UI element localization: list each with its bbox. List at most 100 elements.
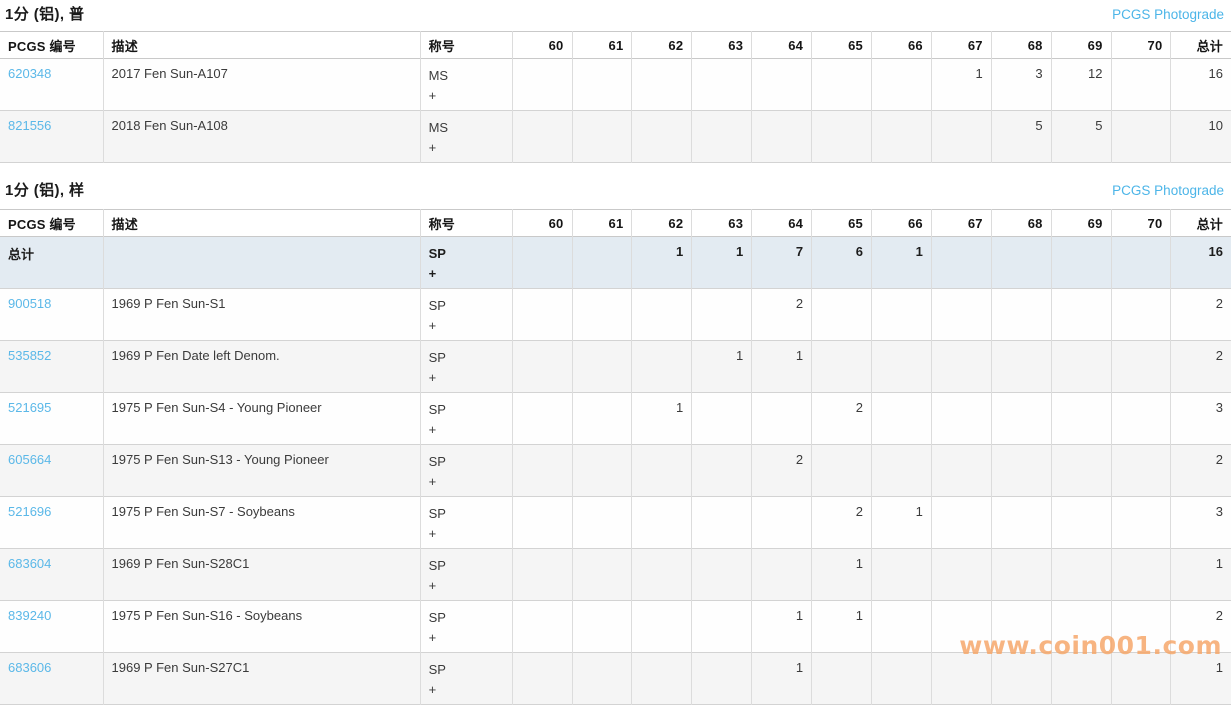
description-cell: 1969 P Fen Date left Denom.: [103, 340, 421, 393]
grade-count-cell: [931, 236, 992, 289]
designation-cell: SP +: [420, 652, 513, 705]
grade-count-cell: [871, 444, 932, 497]
pcgs-number-link[interactable]: 535852: [8, 348, 52, 363]
grade-count-cell: 5: [1051, 110, 1112, 163]
grade-count-cell: [572, 600, 633, 653]
grade-count-cell: 1: [751, 652, 813, 705]
grade-count-cell: [1111, 58, 1172, 111]
grade-count-cell: [631, 652, 693, 705]
grade-count-cell: [1111, 444, 1172, 497]
grade-count-cell: [811, 288, 872, 341]
grade-count-cell: [931, 340, 992, 393]
grade-count-cell: 2: [751, 444, 813, 497]
col-header-grade-63: 63: [691, 209, 753, 237]
grade-count-cell: [512, 652, 573, 705]
pcgs-photograde-link[interactable]: PCGS Photograde: [1112, 183, 1224, 198]
pcgs-number-link[interactable]: 620348: [8, 66, 52, 81]
row-total-cell: 2: [1215, 348, 1223, 363]
grade-count-cell: 1: [691, 340, 753, 393]
grade-count-cell: [1051, 236, 1112, 289]
col-header-grade-63: 63: [691, 31, 753, 59]
col-header-grade-68: 68: [991, 209, 1052, 237]
grade-count-cell: [512, 58, 573, 111]
table-row: 521695 1975 P Fen Sun-S4 - Young Pioneer S…: [0, 392, 1231, 445]
grade-count-cell: [931, 110, 992, 163]
grade-count-cell: [931, 548, 992, 601]
section-header-regular-strike: 1分 (铝), 普 PCGS Photograde: [0, 0, 1231, 31]
description-cell: [103, 236, 421, 289]
table-row: 839240 1975 P Fen Sun-S16 - Soybeans SP + 1…: [0, 600, 1231, 653]
grade-count-cell: [512, 288, 573, 341]
designation-cell: SP +: [420, 444, 513, 497]
grade-count-cell: [1051, 600, 1112, 653]
col-header-grade-64: 64: [751, 31, 813, 59]
grade-count-cell: [991, 340, 1052, 393]
row-total-cell: 10: [1208, 118, 1223, 133]
grade-count-cell: [811, 110, 872, 163]
grade-count-cell: [991, 288, 1052, 341]
description-cell: 1969 P Fen Sun-S1: [103, 288, 421, 341]
col-header-grade-60: 60: [512, 209, 573, 237]
grade-count-cell: 1: [871, 236, 932, 289]
grade-count-cell: [1111, 236, 1172, 289]
description-cell: 1969 P Fen Sun-S28C1: [103, 548, 421, 601]
grade-count-cell: [751, 496, 813, 549]
pcgs-number-cell: 521695: [0, 392, 104, 445]
grade-count-cell: [691, 600, 753, 653]
col-header-grade-69: 69: [1051, 31, 1112, 59]
grade-count-cell: [871, 58, 932, 111]
col-header-grade-65: 65: [811, 209, 872, 237]
grade-count-cell: [811, 340, 872, 393]
grade-count-cell: [1111, 652, 1172, 705]
pcgs-number-cell: 683604: [0, 548, 104, 601]
col-header-grade-61: 61: [572, 209, 633, 237]
col-header-grade-62: 62: [631, 209, 693, 237]
row-total-cell: 2: [1215, 452, 1223, 467]
table-row: 683604 1969 P Fen Sun-S28C1 SP + 1 1: [0, 548, 1231, 601]
row-total-cell: 16: [1208, 66, 1223, 81]
pcgs-number-link[interactable]: 521695: [8, 400, 52, 415]
description-cell: 2018 Fen Sun-A108: [103, 110, 421, 163]
col-header-designation: 称号: [420, 209, 513, 237]
grade-count-cell: [991, 496, 1052, 549]
row-total-cell: 16: [1208, 244, 1223, 259]
grade-count-cell: [751, 110, 813, 163]
pcgs-number-link[interactable]: 521696: [8, 504, 52, 519]
table-row: 683606 1969 P Fen Sun-S27C1 SP + 1 1: [0, 652, 1231, 705]
row-total-cell: 1: [1215, 556, 1223, 571]
grade-count-cell: [631, 58, 693, 111]
grade-count-cell: [691, 496, 753, 549]
col-header-grade-70: 70: [1111, 209, 1172, 237]
grade-count-cell: [1051, 288, 1112, 341]
pcgs-number-link[interactable]: 683606: [8, 660, 52, 675]
grade-count-cell: [931, 392, 992, 445]
col-header-grade-66: 66: [871, 209, 932, 237]
col-header-grade-67: 67: [931, 209, 992, 237]
col-header-grade-60: 60: [512, 31, 573, 59]
grade-count-cell: [512, 110, 573, 163]
grade-count-cell: [871, 288, 932, 341]
grade-count-cell: [811, 444, 872, 497]
pcgs-number-link[interactable]: 839240: [8, 608, 52, 623]
grade-count-cell: [512, 548, 573, 601]
col-header-grade-70: 70: [1111, 31, 1172, 59]
pcgs-number-link[interactable]: 900518: [8, 296, 52, 311]
pcgs-number-link[interactable]: 683604: [8, 556, 52, 571]
pcgs-number-link[interactable]: 821556: [8, 118, 52, 133]
grade-count-cell: [1111, 340, 1172, 393]
grade-count-cell: [572, 236, 633, 289]
grade-count-cell: 1: [751, 340, 813, 393]
section-title: 1分 (铝), 样: [5, 182, 85, 199]
designation-cell: MS +: [420, 58, 513, 111]
grade-count-cell: 2: [811, 496, 872, 549]
col-header-grade-64: 64: [751, 209, 813, 237]
grade-count-cell: [1111, 600, 1172, 653]
grade-count-cell: [871, 392, 932, 445]
col-header-description: 描述: [103, 209, 421, 237]
col-header-pcgs-number: PCGS 编号: [0, 31, 104, 59]
pcgs-number-link[interactable]: 605664: [8, 452, 52, 467]
grade-count-cell: [572, 110, 633, 163]
pcgs-number-cell: 605664: [0, 444, 104, 497]
grade-count-cell: [991, 444, 1052, 497]
pcgs-photograde-link[interactable]: PCGS Photograde: [1112, 7, 1224, 22]
